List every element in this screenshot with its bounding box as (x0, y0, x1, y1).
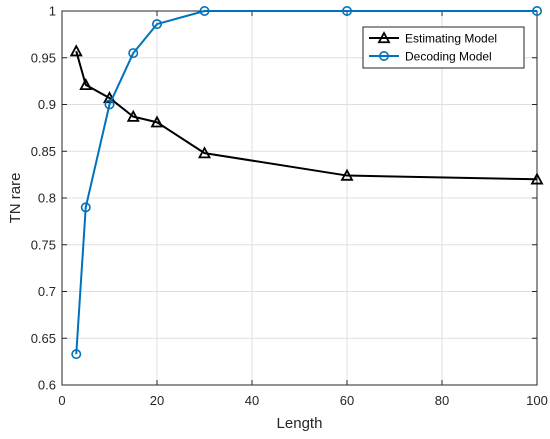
series-1 (69, 44, 544, 185)
y-tick-label: 1 (49, 4, 56, 19)
legend-marker (377, 31, 391, 44)
data-point (126, 109, 140, 122)
series-2 (71, 6, 542, 360)
data-point (341, 6, 352, 16)
data-point (197, 146, 212, 159)
y-tick-label: 0.65 (31, 331, 56, 346)
data-point (69, 44, 83, 57)
x-tick-label: 60 (340, 393, 354, 408)
legend: Estimating Model Decoding Model (362, 26, 525, 69)
y-tick-label: 0.8 (38, 191, 56, 206)
data-point (150, 115, 164, 128)
series-line (75, 10, 537, 355)
legend-marker (378, 50, 389, 61)
x-tick-label: 40 (245, 393, 259, 408)
data-point (152, 19, 163, 30)
y-tick-label: 0.95 (31, 50, 56, 65)
legend-box (362, 26, 525, 69)
data-point (530, 172, 544, 185)
legend-label: Estimating Model (405, 32, 497, 46)
x-axis-label: Length (277, 415, 323, 432)
legend-label: Decoding Model (405, 50, 492, 64)
data-point (71, 349, 82, 360)
y-tick-label: 0.6 (38, 378, 56, 393)
data-point (531, 6, 542, 16)
x-tick-label: 20 (150, 393, 164, 408)
data-point (104, 99, 115, 110)
y-tick-label: 0.85 (31, 144, 56, 159)
data-point (79, 77, 93, 91)
data-point (80, 202, 91, 213)
data-point (199, 6, 210, 16)
y-tick-label: 0.75 (31, 237, 56, 252)
axis-ticks: 0 20 40 60 80 100 0.6 0.65 0.7 0.75 0.8 0.85 0.9 0.95… (31, 4, 548, 409)
x-tick-label: 0 (58, 393, 65, 408)
y-axis-label: TN rare (7, 173, 24, 224)
data-point (128, 48, 139, 59)
y-tick-label: 0.9 (38, 97, 56, 112)
y-tick-label: 0.7 (38, 284, 56, 299)
data-point (340, 168, 354, 181)
x-tick-label: 80 (435, 393, 449, 408)
series-layer (69, 6, 544, 360)
x-tick-label: 100 (526, 393, 548, 408)
